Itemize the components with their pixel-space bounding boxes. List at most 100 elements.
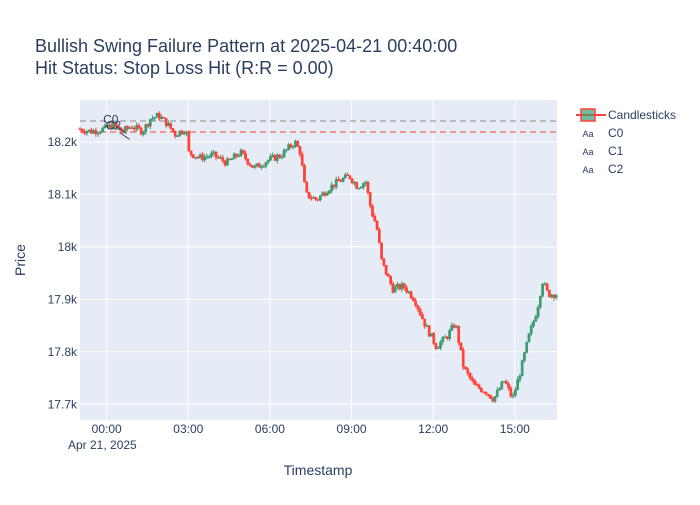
candle-body: [133, 128, 136, 130]
candle-body: [151, 117, 154, 120]
candle-body: [201, 154, 204, 161]
candle-body: [498, 388, 501, 391]
legend-item-c0[interactable]: Aa C0: [582, 126, 623, 140]
candle-body: [482, 391, 485, 394]
candle-body: [509, 387, 513, 397]
plot-area: [80, 100, 557, 420]
candle-body: [167, 122, 170, 127]
candle-body: [235, 153, 238, 157]
candle-body: [176, 135, 179, 137]
candle-body: [355, 182, 358, 189]
candle-body: [514, 389, 517, 396]
legend-label: C1: [608, 144, 624, 158]
candle-body: [89, 129, 93, 134]
candle-body: [241, 149, 245, 154]
candle-body: [532, 321, 535, 327]
candle-body: [491, 398, 495, 402]
candle-body: [393, 286, 397, 293]
candle-body: [94, 130, 98, 135]
candle-body: [516, 379, 519, 391]
candle-body: [126, 126, 129, 129]
candle-body: [173, 131, 177, 137]
candle-body: [332, 184, 336, 188]
annotation-arrow: [119, 131, 130, 140]
x-axis-title: Timestamp: [284, 462, 353, 478]
x-gridlines: [106, 100, 516, 420]
candle-body: [164, 117, 168, 127]
candle-body: [198, 154, 202, 158]
candle-body: [543, 283, 547, 285]
candle-body: [325, 192, 329, 196]
x-tick-labels: 00:00 03:00 06:00 09:00 12:00 15:00: [92, 422, 531, 436]
candle-body: [459, 342, 463, 351]
x-tick-label: 09:00: [337, 422, 367, 436]
candle-body: [221, 157, 225, 162]
candle-body: [409, 291, 413, 299]
candle-body: [427, 325, 431, 337]
y-tick-label: 18k: [58, 240, 78, 254]
candle-body: [255, 163, 259, 167]
candle-body: [146, 124, 150, 127]
candle-body: [305, 181, 309, 193]
candle-body: [205, 156, 209, 158]
candle-body: [534, 316, 538, 322]
candle-body: [192, 154, 195, 159]
legend-item-candlesticks[interactable]: Candlesticks: [576, 108, 676, 122]
candle-body: [282, 149, 286, 158]
candle-body: [284, 149, 288, 151]
candle-body: [248, 163, 252, 166]
candle-body: [364, 181, 368, 184]
candle-body: [87, 129, 91, 132]
candle-body: [291, 146, 295, 148]
candle-body: [232, 153, 236, 160]
candle-body: [541, 283, 544, 297]
candle-body: [237, 155, 241, 158]
legend-item-c2[interactable]: Aa C2: [582, 162, 623, 176]
candle-body: [502, 381, 506, 383]
candle-body: [153, 116, 157, 119]
candle-body: [155, 113, 159, 118]
candle-body: [169, 122, 173, 129]
candle-body: [396, 284, 399, 288]
candle-body: [278, 154, 281, 158]
candle-body: [80, 129, 84, 132]
candle-body: [135, 124, 139, 130]
candle-body: [493, 396, 497, 402]
candlestick-series: [78, 111, 558, 404]
legend-item-c1[interactable]: Aa C1: [582, 144, 623, 158]
candle-body: [550, 294, 553, 298]
candle-body: [416, 305, 420, 310]
candle-body: [518, 375, 522, 380]
annotation-c0: C0: [103, 113, 119, 127]
candle-body: [294, 140, 297, 147]
candle-body: [230, 158, 234, 161]
y-tick-label: 18.2k: [48, 135, 78, 149]
candle-body: [334, 179, 338, 188]
candle-body: [470, 377, 474, 381]
candle-body: [432, 333, 436, 344]
candle-body: [523, 352, 526, 361]
candle-body: [228, 158, 232, 161]
candle-body: [289, 144, 293, 148]
candle-body: [226, 158, 229, 166]
candle-body: [443, 336, 447, 339]
candle-body: [128, 127, 132, 129]
candle-body: [124, 126, 127, 133]
candle-body: [439, 341, 442, 348]
x-tick-label: 06:00: [255, 422, 285, 436]
y-tick-label: 18.1k: [48, 187, 78, 201]
candle-body: [162, 117, 166, 119]
candle-body: [319, 195, 322, 200]
candle-body: [511, 394, 515, 397]
candle-body: [214, 151, 218, 158]
legend-label: C2: [608, 162, 624, 176]
candle-body: [341, 177, 345, 182]
candle-body: [219, 157, 222, 159]
legend-text-marker-icon: Aa: [582, 165, 593, 175]
candle-body: [375, 220, 379, 230]
candle-body: [389, 276, 393, 284]
y-axis-title: Price: [12, 244, 28, 276]
legend[interactable]: Candlesticks Aa C0 Aa C1 Aa C2: [576, 108, 676, 176]
